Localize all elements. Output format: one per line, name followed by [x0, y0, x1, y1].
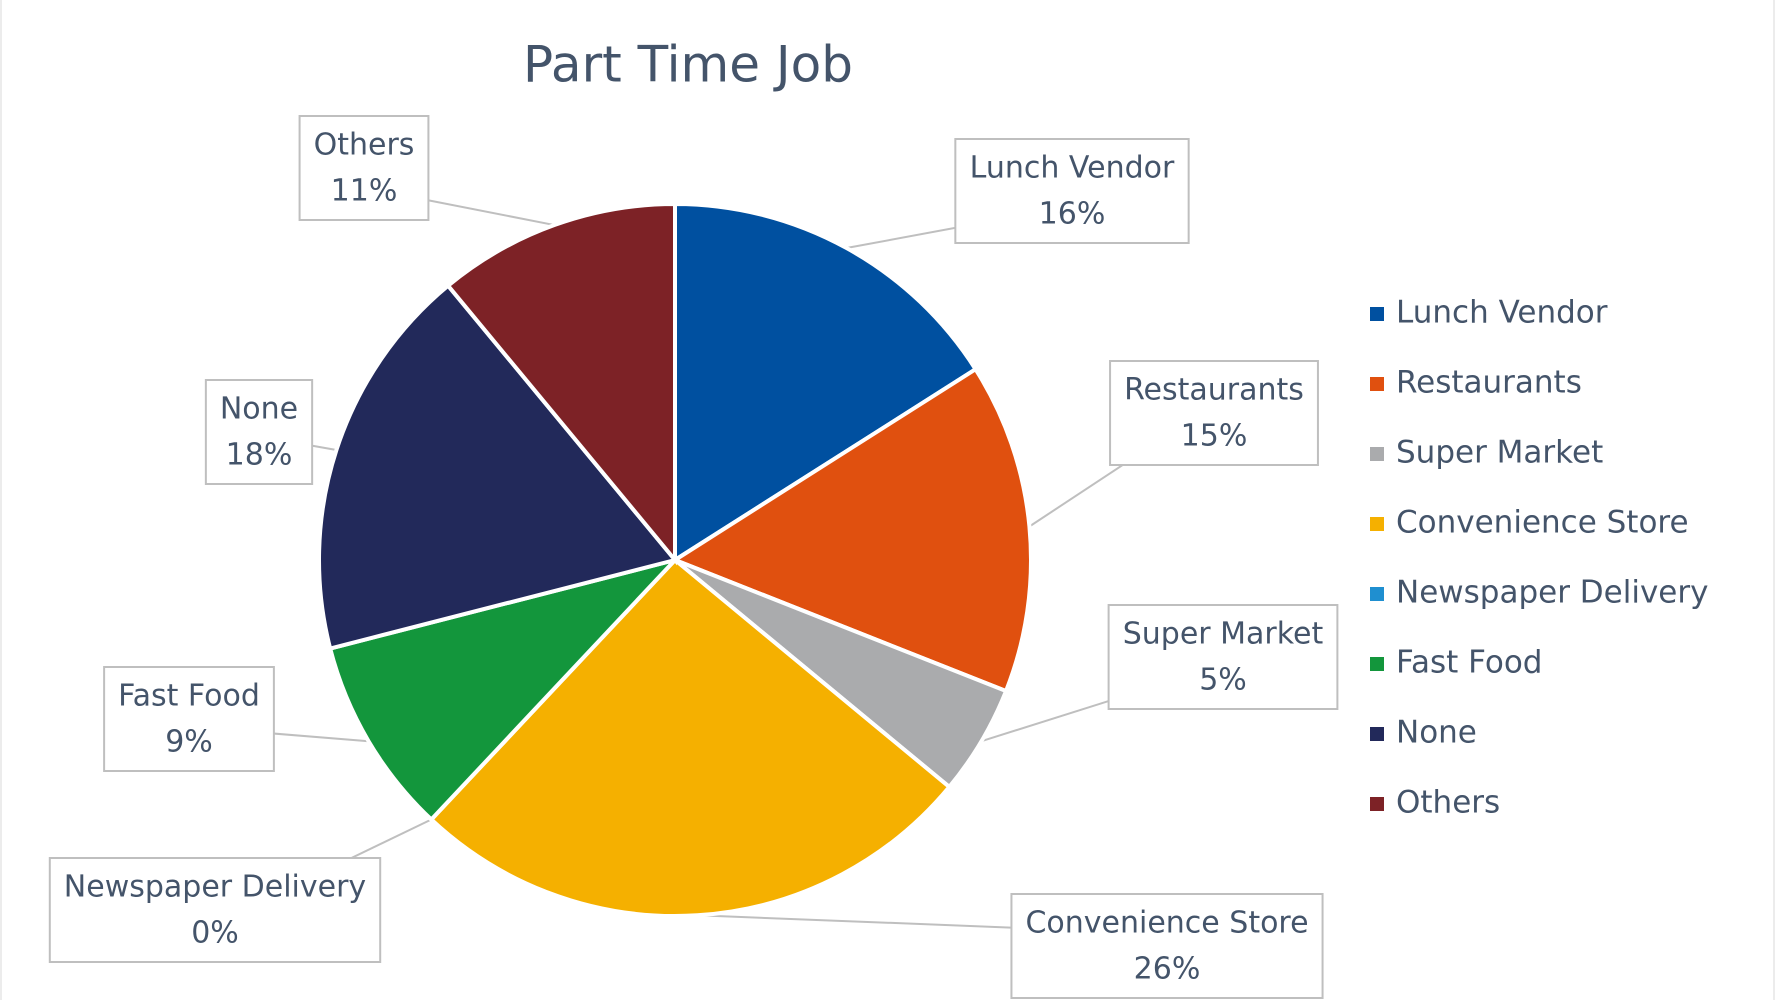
legend-label: Lunch Vendor — [1396, 295, 1608, 331]
data-label: Newspaper Delivery 0% — [48, 857, 382, 963]
data-label: Others 11% — [298, 115, 430, 221]
data-label-box — [103, 666, 275, 772]
pie-slice — [428, 557, 953, 918]
data-label-name: Convenience Store — [1025, 906, 1308, 941]
data-label: None 18% — [204, 379, 314, 485]
pie-slice — [445, 201, 677, 566]
pie-slice — [317, 282, 679, 651]
data-label: Restaurants 15% — [1109, 360, 1319, 466]
legend-swatch — [1370, 377, 1384, 391]
legend-swatch — [1370, 517, 1384, 531]
pie-slice — [327, 556, 682, 823]
data-label-value: 5% — [1199, 663, 1247, 698]
legend-label: Super Market — [1396, 435, 1603, 471]
legend-label: Fast Food — [1396, 645, 1542, 681]
data-label-box — [1107, 604, 1339, 710]
data-label-box — [954, 138, 1190, 244]
data-label-name: Fast Food — [118, 679, 260, 714]
data-label-name: Lunch Vendor — [970, 151, 1175, 186]
legend-label: Convenience Store — [1396, 505, 1689, 541]
data-label-box — [1109, 360, 1319, 466]
data-label-box — [298, 115, 430, 221]
data-label-name: Newspaper Delivery — [64, 870, 366, 905]
legend-swatch — [1370, 447, 1384, 461]
chart-title: Part Time Job — [523, 36, 853, 94]
data-label-name: Restaurants — [1124, 373, 1304, 408]
data-label: Convenience Store 26% — [1010, 893, 1324, 999]
legend-swatch — [1370, 307, 1384, 321]
data-label: Lunch Vendor 16% — [954, 138, 1190, 244]
data-label-box — [204, 379, 314, 485]
data-label: Fast Food 9% — [103, 666, 275, 772]
data-label-value: 0% — [191, 916, 239, 951]
legend-label: None — [1396, 715, 1477, 751]
data-label-value: 26% — [1134, 952, 1201, 987]
legend-swatch — [1370, 587, 1384, 601]
legend-label: Newspaper Delivery — [1396, 575, 1708, 611]
data-label-value: 11% — [331, 174, 398, 209]
data-label-value: 18% — [226, 438, 293, 473]
pie-slice — [673, 201, 979, 564]
data-label-name: Super Market — [1123, 617, 1324, 652]
data-label-name: None — [220, 392, 298, 427]
legend-label: Restaurants — [1396, 365, 1582, 401]
data-label-value: 15% — [1181, 419, 1248, 454]
data-label-name: Others — [314, 128, 415, 163]
data-label-value: 9% — [165, 725, 213, 760]
data-label-box — [48, 857, 382, 963]
data-label: Super Market 5% — [1107, 604, 1339, 710]
legend-label: Others — [1396, 785, 1500, 821]
pie-slice — [670, 366, 1033, 694]
legend-swatch — [1370, 797, 1384, 811]
legend-swatch — [1370, 727, 1384, 741]
data-label-box — [1010, 893, 1324, 999]
legend-swatch — [1370, 657, 1384, 671]
data-label-value: 16% — [1039, 197, 1106, 232]
